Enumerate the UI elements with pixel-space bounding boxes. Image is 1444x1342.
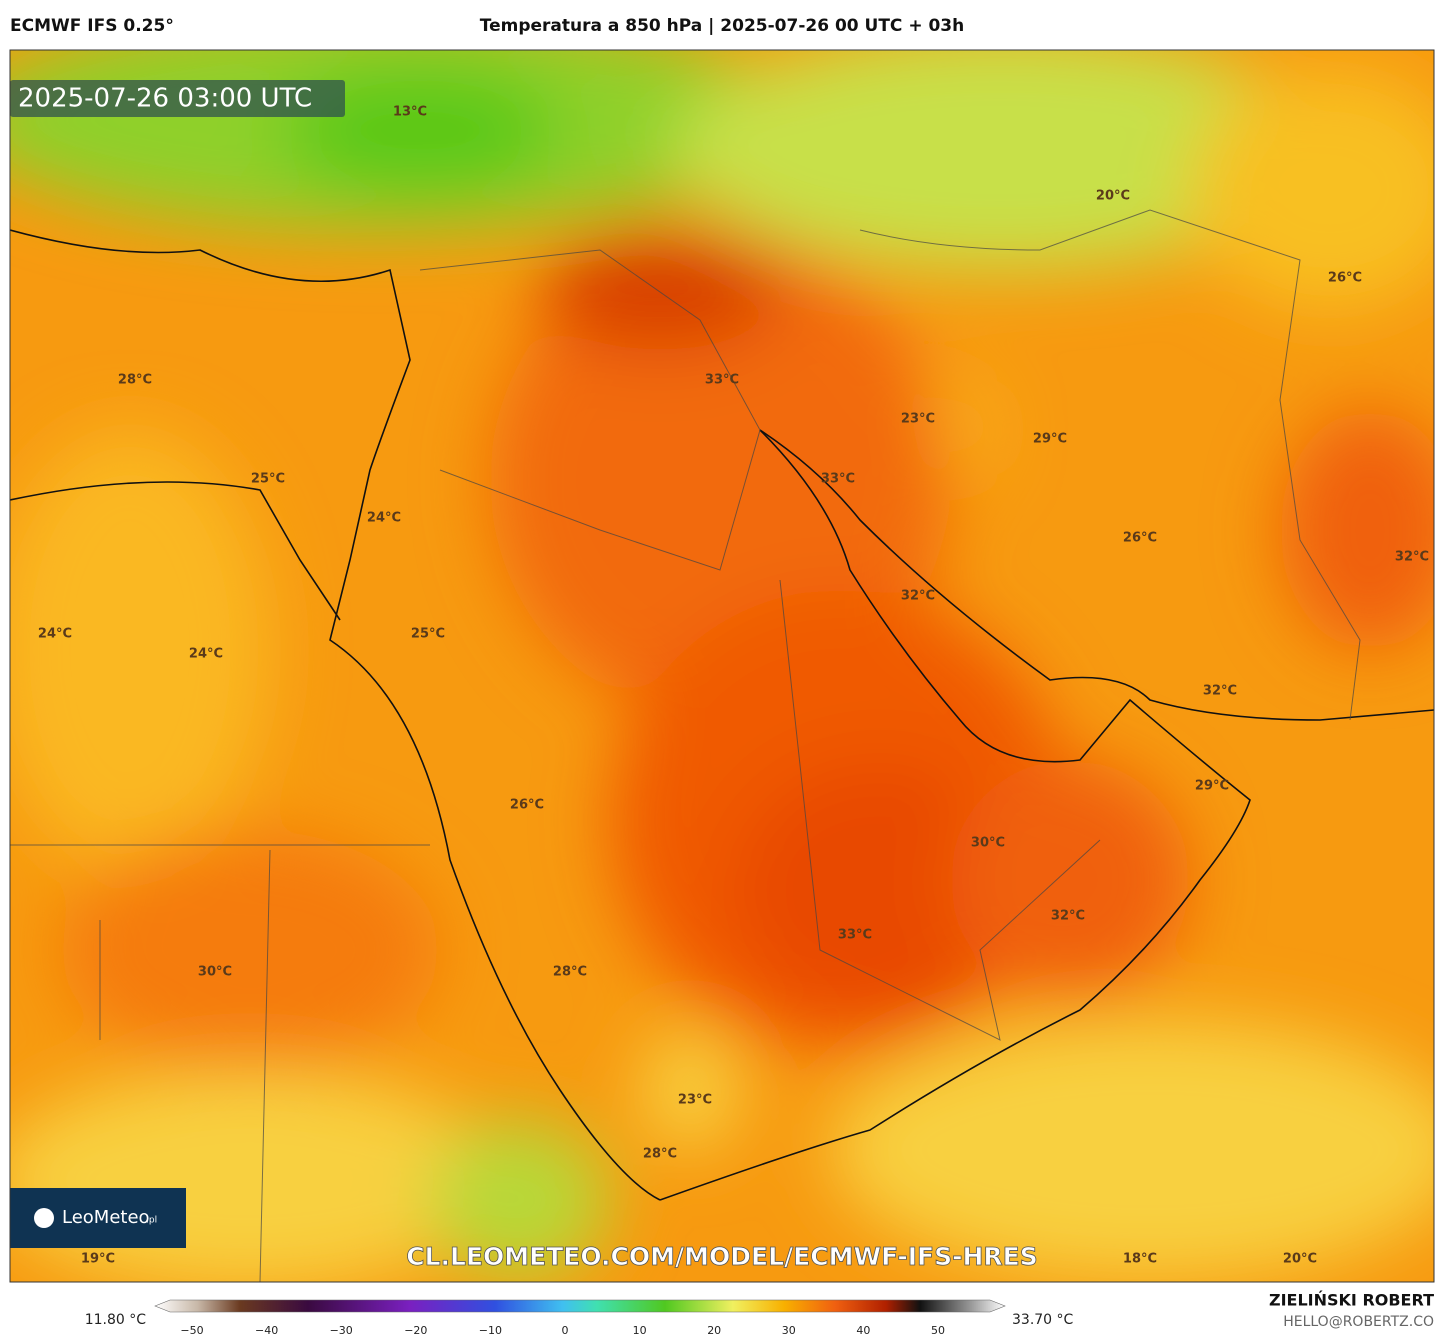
temp-label: 24°C bbox=[189, 647, 223, 662]
temp-label: 33°C bbox=[821, 472, 855, 487]
temp-label: 30°C bbox=[198, 965, 232, 980]
map-title: Temperatura a 850 hPa | 2025-07-26 00 UT… bbox=[480, 16, 965, 36]
temp-label: 28°C bbox=[553, 965, 587, 980]
temp-label: 23°C bbox=[678, 1093, 712, 1108]
temp-label: 32°C bbox=[1051, 909, 1085, 924]
colorbar-tick-label: 10 bbox=[633, 1324, 647, 1337]
colorbar-tick-label: 0 bbox=[562, 1324, 569, 1337]
temp-label: 29°C bbox=[1033, 432, 1067, 447]
colorbar-tick-label: −20 bbox=[404, 1324, 427, 1337]
temp-label: 25°C bbox=[251, 472, 285, 487]
temp-label: 26°C bbox=[1328, 271, 1362, 286]
colorbar-tick-label: 20 bbox=[707, 1324, 721, 1337]
colorbar-tick-label: −30 bbox=[330, 1324, 353, 1337]
author: ZIELIŃSKI ROBERT bbox=[1269, 1291, 1434, 1310]
colorbar-tick-label: −40 bbox=[255, 1324, 278, 1337]
temp-label: 32°C bbox=[1395, 550, 1429, 565]
watermark: CL.LEOMETEO.COM/MODEL/ECMWF-IFS-HRES bbox=[406, 1242, 1038, 1271]
email: HELLO@ROBERTZ.CO bbox=[1283, 1314, 1434, 1330]
temp-label: 20°C bbox=[1283, 1252, 1317, 1267]
temp-label: 26°C bbox=[1123, 531, 1157, 546]
logo-name: LeoMeteo bbox=[62, 1207, 150, 1228]
temp-label: 33°C bbox=[705, 373, 739, 388]
temp-label: 33°C bbox=[838, 928, 872, 943]
colorbar-tick-label: −10 bbox=[479, 1324, 502, 1337]
colorbar-min: 11.80 °C bbox=[85, 1312, 147, 1328]
temp-label: 20°C bbox=[1096, 189, 1130, 204]
temp-label: 13°C bbox=[393, 105, 427, 120]
logo-suffix: .pl bbox=[146, 1216, 157, 1226]
temp-label: 28°C bbox=[643, 1147, 677, 1162]
map: 13°C 20°C 26°C 28°C 33°C 23°C 29°C 33°C … bbox=[10, 50, 1434, 1282]
model-name: ECMWF IFS 0.25° bbox=[10, 16, 174, 36]
colorbar-tick-label: 30 bbox=[782, 1324, 796, 1337]
temp-label: 32°C bbox=[901, 589, 935, 604]
temp-label: 23°C bbox=[901, 412, 935, 427]
colorbar-tick-label: −50 bbox=[180, 1324, 203, 1337]
colorbar-tick-label: 50 bbox=[931, 1324, 945, 1337]
temp-label: 26°C bbox=[510, 798, 544, 813]
temp-label: 30°C bbox=[971, 836, 1005, 851]
colorbar-max: 33.70 °C bbox=[1012, 1312, 1074, 1328]
colorbar-tick-label: 40 bbox=[856, 1324, 870, 1337]
valid-time: 2025-07-26 03:00 UTC bbox=[18, 84, 312, 114]
temp-label: 28°C bbox=[118, 373, 152, 388]
temp-label: 24°C bbox=[38, 627, 72, 642]
temp-label: 29°C bbox=[1195, 779, 1229, 794]
temp-label: 18°C bbox=[1123, 1252, 1157, 1267]
temp-label: 32°C bbox=[1203, 684, 1237, 699]
temp-label: 25°C bbox=[411, 627, 445, 642]
temp-label: 24°C bbox=[367, 511, 401, 526]
colorbar bbox=[154, 1299, 1006, 1313]
temp-label: 19°C bbox=[81, 1252, 115, 1267]
